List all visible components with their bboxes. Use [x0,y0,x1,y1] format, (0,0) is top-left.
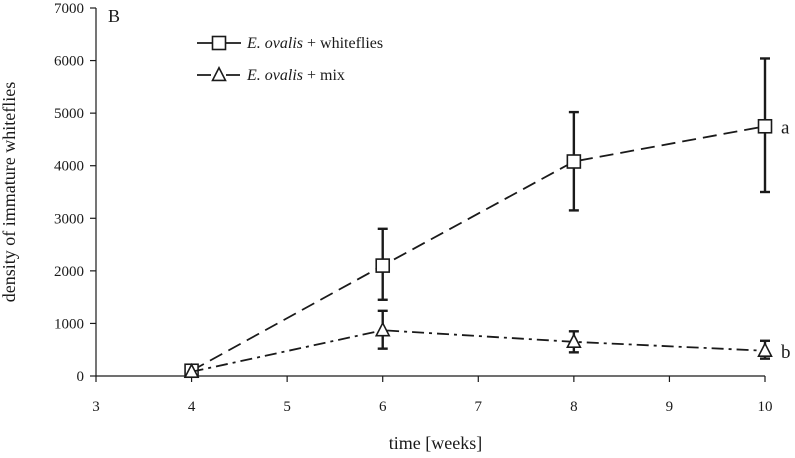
square-marker [211,35,227,51]
legend-item-2: E. ovalis + mix [197,66,345,84]
y-tick-label: 1000 [54,316,84,332]
significance-label: a [781,117,790,138]
panel-label: B [108,6,120,26]
x-ticks: 3 4 5 6 7 8 9 10 [92,376,773,415]
series-line [191,125,766,372]
x-tick-label: 3 [92,399,100,415]
square-marker [375,258,391,273]
series-2: b [183,309,791,378]
series-line [191,329,766,373]
y-tick-label: 7000 [54,1,84,17]
y-tick-label: 5000 [54,106,84,122]
triangle-marker [211,66,227,82]
triangle-marker [374,321,391,337]
triangle-marker [566,332,582,349]
series-1: a [184,57,790,379]
y-tick-label: 0 [77,369,85,385]
y-ticks: 0 1000 2000 3000 4000 5000 6000 7000 [54,1,96,385]
y-tick-label: 2000 [54,264,84,280]
axes: 0 1000 2000 3000 4000 5000 6000 7000 3 4 5 6 7 8 9 10 [54,1,773,415]
square-marker [757,118,773,134]
x-tick-label: 4 [188,399,196,415]
y-tick-label: 6000 [54,54,84,70]
x-tick-label: 10 [758,399,773,415]
legend-label: E. ovalis + whiteflies [246,35,383,52]
x-tick-label: 9 [666,399,674,415]
legend-item-1: E. ovalis + whiteflies [197,35,383,52]
legend-label: E. ovalis + mix [246,67,345,84]
x-tick-label: 8 [570,399,578,415]
x-tick-label: 7 [475,399,483,415]
y-tick-label: 4000 [54,159,84,175]
y-axis-title: density of immature whiteflies [0,82,19,302]
square-marker [566,154,582,169]
x-tick-label: 5 [283,399,291,415]
y-tick-label: 3000 [54,211,84,227]
x-axis-title: time [weeks] [389,433,482,453]
triangle-marker [757,341,773,357]
series-layer: ab [183,57,791,379]
x-tick-label: 6 [379,399,387,415]
significance-label: b [781,342,791,363]
legend: E. ovalis + whiteflies E. ovalis + mix [197,35,383,84]
triangle-marker [183,362,200,378]
